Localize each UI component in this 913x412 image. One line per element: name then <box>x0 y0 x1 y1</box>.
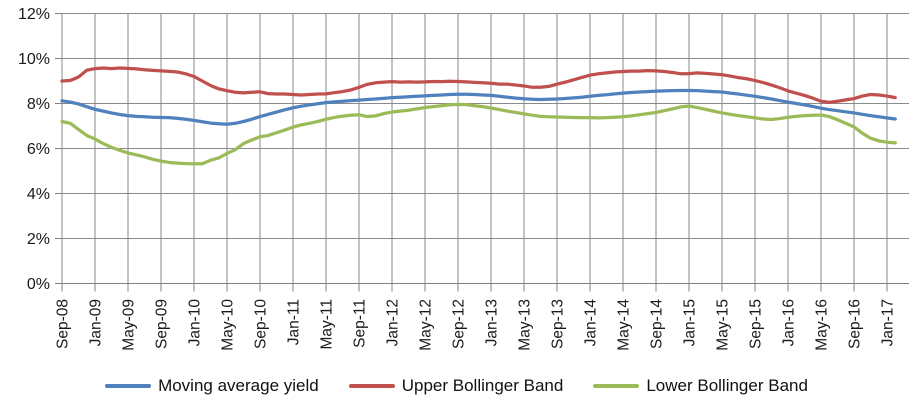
x-axis-label: Sep-10 <box>253 299 270 349</box>
x-axis-label: May-12 <box>418 299 435 351</box>
x-axis-label: Jan-17 <box>880 299 897 346</box>
legend-line-swatch-green <box>593 384 640 388</box>
y-axis-tick-labels: 0% 2% 4% 6% 8% 10% 12% <box>18 6 50 293</box>
legend-item-upper-bollinger-band: Upper Bollinger Band <box>348 376 564 396</box>
x-axis-label: May-13 <box>517 299 534 351</box>
x-axis-label: Jan-16 <box>781 299 798 346</box>
series-line-moving-average-yield <box>60 88 897 126</box>
legend-line-swatch-red <box>348 384 395 388</box>
legend-label: Lower Bollinger Band <box>646 376 808 395</box>
x-axis-label: Sep-16 <box>847 299 864 349</box>
x-axis-label: Jan-11 <box>286 299 303 345</box>
y-axis-label: 0% <box>27 276 50 293</box>
chart-series-lines <box>60 66 897 166</box>
x-axis-label: May-14 <box>616 299 633 351</box>
series-line-lower-bollinger-band <box>60 102 897 166</box>
x-axis-label: Jan-10 <box>187 299 204 347</box>
y-axis-label: 6% <box>27 141 50 158</box>
x-axis-label: May-09 <box>121 299 138 351</box>
legend-label: Moving average yield <box>158 376 319 395</box>
x-axis-label: Sep-11 <box>352 299 369 348</box>
axis-ticks <box>55 13 909 292</box>
x-axis-label: Sep-08 <box>55 299 72 349</box>
legend-item-moving-average-yield: Moving average yield <box>105 376 319 396</box>
series-line-upper-bollinger-band <box>60 66 897 104</box>
gridlines <box>61 13 909 284</box>
x-axis-label: Sep-09 <box>154 299 171 349</box>
y-axis-label: 4% <box>27 186 50 203</box>
x-axis-label: Sep-12 <box>451 299 468 349</box>
x-axis-label: May-11 <box>319 299 336 350</box>
legend-label: Upper Bollinger Band <box>401 376 564 395</box>
x-axis-label: Jan-13 <box>484 299 501 346</box>
legend-line-swatch-blue <box>105 384 152 388</box>
y-axis-label: 12% <box>18 6 50 23</box>
y-axis-label: 10% <box>18 51 50 68</box>
chart-legend: Moving average yield Upper Bollinger Ban… <box>0 376 913 396</box>
x-axis-label: May-16 <box>814 299 831 351</box>
x-axis-label: May-10 <box>220 299 237 351</box>
y-axis-label: 8% <box>27 96 50 113</box>
x-axis-label: Jan-15 <box>682 299 699 346</box>
x-axis-label: Sep-14 <box>649 299 666 349</box>
y-axis-label: 2% <box>27 231 50 248</box>
legend-item-lower-bollinger-band: Lower Bollinger Band <box>593 376 808 396</box>
x-axis-label: Sep-13 <box>550 299 567 349</box>
x-axis-label: May-15 <box>715 299 732 351</box>
x-axis-label: Jan-09 <box>88 299 105 346</box>
x-axis-label: Jan-14 <box>583 299 600 347</box>
x-axis-label: Jan-12 <box>385 299 402 346</box>
x-axis-label: Sep-15 <box>748 299 765 349</box>
x-axis-tick-labels: Sep-08 Jan-09 May-09 Sep-09 Jan-10 May-10 Sep-… <box>55 299 897 351</box>
